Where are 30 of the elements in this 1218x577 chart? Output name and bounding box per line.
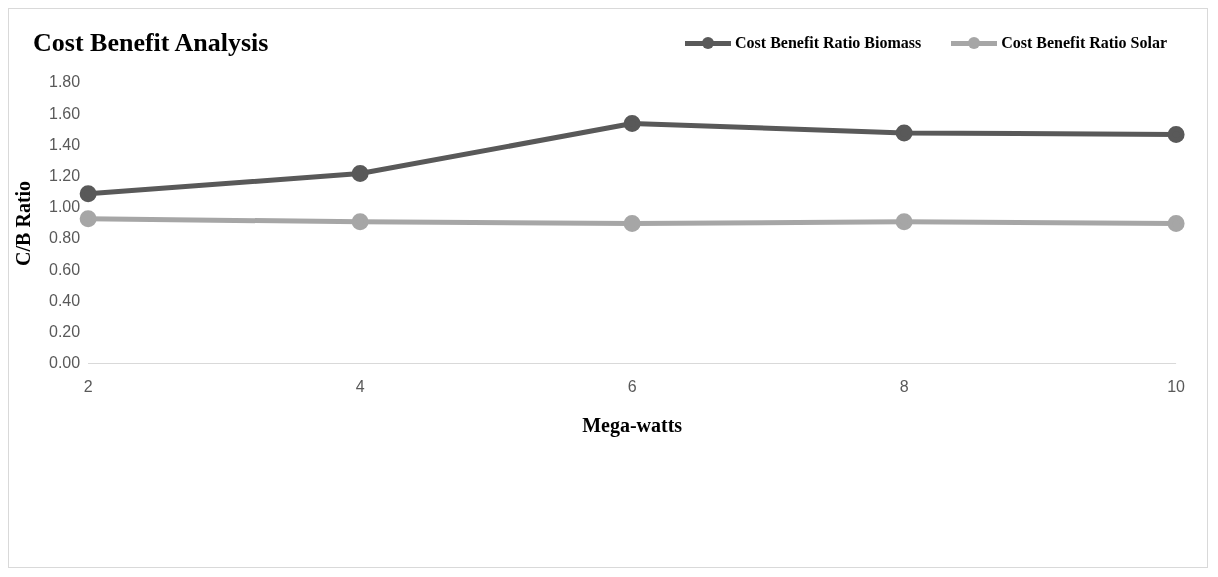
point <box>1167 125 1185 143</box>
point <box>79 210 97 228</box>
x-tick-label: 4 <box>355 377 365 395</box>
chart-title: Cost Benefit Analysis <box>33 28 269 58</box>
x-tick-label: 8 <box>899 377 909 395</box>
y-tick-label: 0.00 <box>49 354 81 372</box>
point <box>1167 214 1185 232</box>
y-tick-label: 0.20 <box>49 323 81 341</box>
y-tick-label: 1.60 <box>49 104 81 122</box>
point <box>895 124 913 142</box>
y-axis-title: C/B Ratio <box>12 180 35 266</box>
y-tick-label: 1.40 <box>49 135 81 153</box>
point <box>895 213 913 231</box>
y-tick-label: 1.00 <box>49 198 81 216</box>
point <box>623 115 641 133</box>
y-tick-label: 1.20 <box>49 167 81 185</box>
point <box>623 214 641 232</box>
x-tick-label: 2 <box>83 377 93 395</box>
y-tick-label: 1.80 <box>49 73 81 91</box>
y-tick-label: 0.40 <box>49 291 81 309</box>
point <box>79 185 97 203</box>
point <box>351 213 369 231</box>
x-tick-label: 10 <box>1167 377 1186 395</box>
legend-label: Cost Benefit Ratio Solar <box>1001 34 1167 52</box>
legend-label: Cost Benefit Ratio Biomass <box>735 34 922 52</box>
x-tick-label: 6 <box>627 377 637 395</box>
x-axis-title: Mega-watts <box>582 414 683 438</box>
y-tick-label: 0.60 <box>49 260 81 278</box>
point <box>351 164 369 182</box>
y-tick-label: 0.80 <box>49 229 81 247</box>
